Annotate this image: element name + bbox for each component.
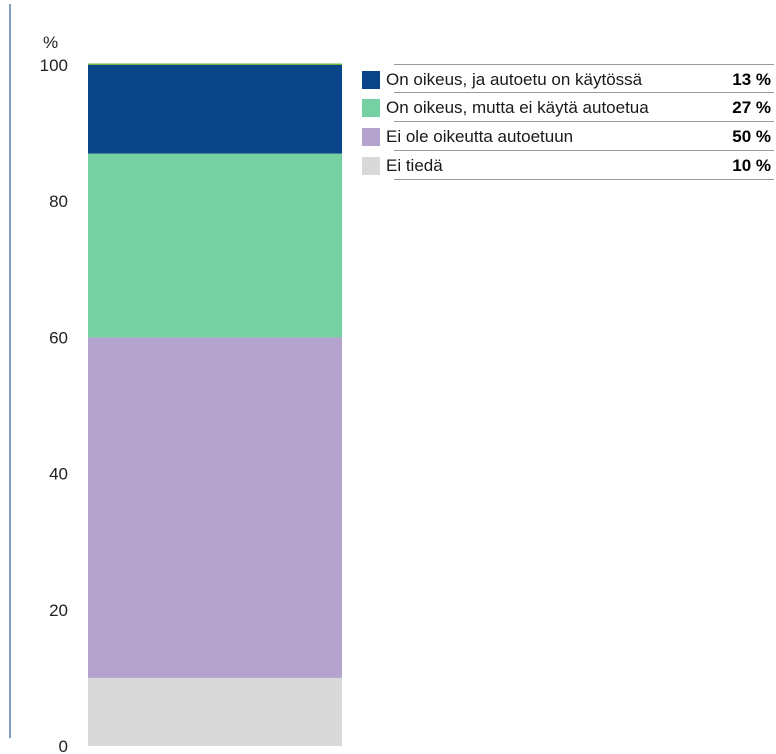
legend-swatch (362, 157, 380, 175)
legend-value: 13 % (732, 70, 771, 89)
y-tick-label: 80 (49, 192, 68, 211)
bar-top-accent (88, 63, 342, 65)
y-tick-label: 60 (49, 328, 68, 347)
bar-segment (88, 337, 342, 678)
legend-value: 50 % (732, 127, 771, 146)
legend-label: On oikeus, ja autoetu on käytössä (386, 70, 643, 89)
y-tick-label: 20 (49, 601, 68, 620)
legend-item: Ei ole oikeutta autoetuun 50 % (362, 122, 774, 151)
legend-label: On oikeus, mutta ei käytä autoetua (386, 98, 649, 117)
legend-swatch (362, 71, 380, 89)
legend-value: 10 % (732, 156, 771, 175)
legend-item: On oikeus, ja autoetu on käytössä 13 % (362, 64, 774, 93)
bar-segment (88, 677, 342, 746)
legend-label: Ei ole oikeutta autoetuun (386, 127, 574, 146)
y-tick-label: 40 (49, 465, 68, 484)
legend: On oikeus, ja autoetu on käytössä 13 % On … (362, 64, 774, 180)
legend-item: On oikeus, mutta ei käytä autoetua 27 % (362, 93, 774, 122)
legend-swatch (362, 99, 380, 117)
bar-segment (88, 153, 342, 338)
y-axis-ticks: 0 20 40 60 80 100 (40, 56, 68, 754)
y-axis-unit-label: % (43, 33, 58, 52)
legend-label: Ei tiedä (386, 156, 443, 175)
legend-item: Ei tiedä 10 % (362, 151, 774, 180)
legend-value: 27 % (732, 98, 771, 117)
y-tick-label: 0 (59, 737, 68, 754)
legend-swatch (362, 128, 380, 146)
y-tick-label: 100 (40, 56, 68, 75)
stacked-bar (88, 63, 342, 746)
bar-segment (88, 65, 342, 154)
